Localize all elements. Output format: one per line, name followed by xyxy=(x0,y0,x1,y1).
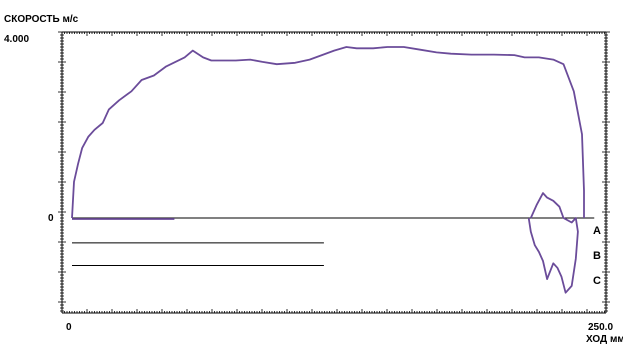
reference-lines xyxy=(72,217,595,267)
reference-label-a: A xyxy=(593,225,601,237)
series-line-2 xyxy=(527,192,579,294)
reference-label-b: B xyxy=(593,250,601,262)
y-tick-label-zero: 0 xyxy=(48,213,54,224)
axes-frame xyxy=(58,31,610,314)
reference-label-c: C xyxy=(593,275,601,287)
series-line-1 xyxy=(71,46,585,219)
curves xyxy=(71,46,585,294)
y-axis-title: СКОРОСТЬ м/с xyxy=(4,14,79,25)
x-tick-label-min: 0 xyxy=(66,322,72,333)
x-axis-title: ХОД мм xyxy=(586,334,623,344)
y-tick-label-max: 4.000 xyxy=(4,34,29,45)
x-tick-label-max: 250.0 xyxy=(588,322,613,333)
reference-line-labels: A B C xyxy=(593,225,601,287)
